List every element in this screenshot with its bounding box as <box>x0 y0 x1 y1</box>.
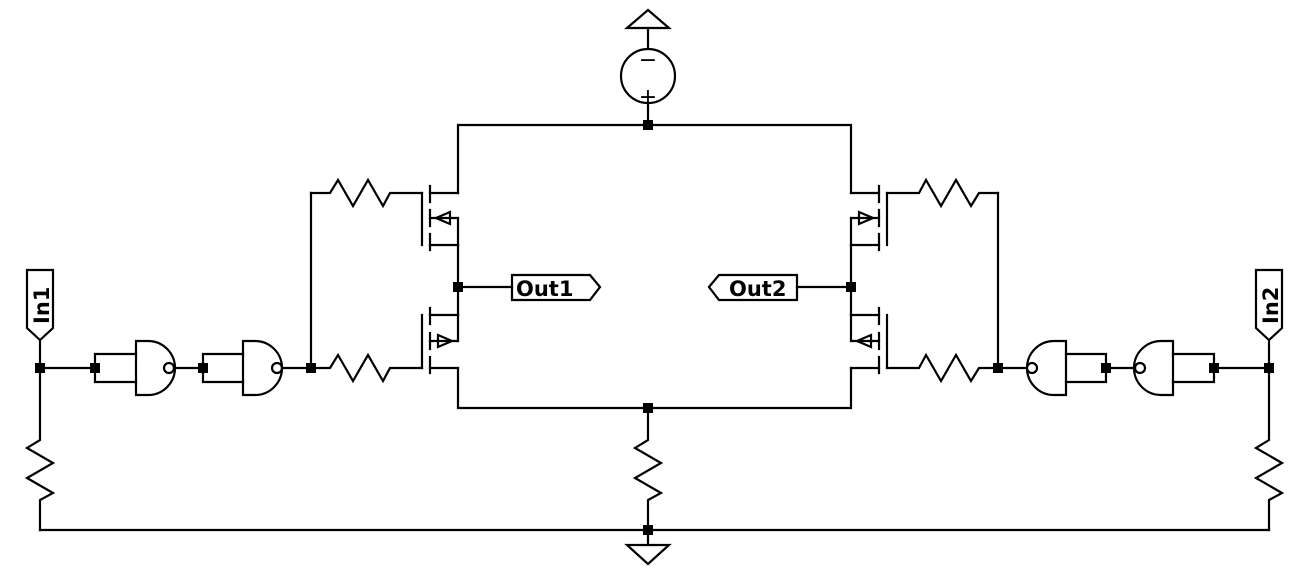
resistor-gate-upper-right <box>885 177 1000 209</box>
nmos-lower-right <box>849 306 889 375</box>
voltage-source: − + <box>619 47 677 110</box>
nand-gate-right-1 <box>1104 339 1216 397</box>
port-in1: In1 <box>25 268 55 342</box>
resistor-gate-upper-left <box>309 177 424 209</box>
source-plus-sign: + <box>639 85 657 110</box>
pmos-upper-left <box>420 184 460 252</box>
resistor-sense <box>632 406 664 532</box>
resistor-gate-lower-left <box>309 352 424 384</box>
nand-gate-left-2 <box>201 339 313 397</box>
pmos-upper-right <box>849 184 889 252</box>
source-minus-sign: − <box>639 48 657 73</box>
wire-bottom-rail <box>456 366 853 410</box>
nand-gate-right-2 <box>996 339 1108 397</box>
port-out1: Out1 <box>510 273 602 302</box>
nand-gate-left-1 <box>93 339 205 397</box>
wire-top-rail <box>456 123 853 195</box>
junction-top-rail <box>643 120 653 130</box>
supply-arrow-top <box>624 8 672 50</box>
port-in2: In2 <box>1254 268 1284 342</box>
resistor-pulldown-in1 <box>24 366 56 532</box>
port-out2: Out2 <box>707 273 799 302</box>
port-in1-label: In1 <box>30 287 54 324</box>
resistor-gate-lower-right <box>885 352 1000 384</box>
ground-symbol <box>624 543 672 566</box>
resistor-pulldown-in2 <box>1253 366 1285 532</box>
port-out2-label: Out2 <box>729 277 786 301</box>
port-out1-label: Out1 <box>516 277 573 301</box>
nmos-lower-left <box>420 306 460 375</box>
port-in2-label: In2 <box>1259 287 1283 324</box>
